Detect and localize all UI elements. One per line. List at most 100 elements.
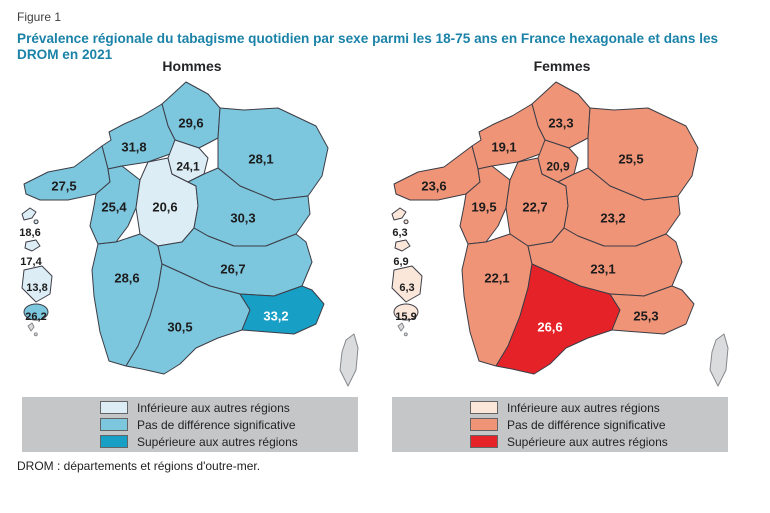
- region-value-nor: 31,8: [121, 140, 146, 155]
- region-value-gua: 18,6: [19, 227, 40, 239]
- legend-swatch-higher: [100, 435, 128, 448]
- legend-item-nodiff: Pas de différence significative: [470, 418, 728, 432]
- region-value-bre: 23,6: [421, 179, 446, 194]
- region-ge: [587, 107, 699, 201]
- region-value-guy: 6,3: [399, 282, 414, 294]
- figure-label: Figure 1: [17, 10, 62, 24]
- legend-femmes: Inférieure aux autres régions Pas de dif…: [392, 397, 728, 452]
- region-shape-paca: [609, 285, 695, 335]
- region-shape-may: [33, 332, 38, 337]
- legend-label-nodiff: Pas de différence significative: [137, 417, 296, 432]
- region-shape-may: [27, 322, 35, 332]
- region-gua: [21, 207, 39, 225]
- legend-label-lower: Inférieure aux autres régions: [507, 400, 660, 415]
- region-value-ara: 23,1: [590, 262, 615, 277]
- region-value-pdl: 25,4: [101, 200, 127, 215]
- region-gua: [391, 207, 409, 225]
- map-title-femmes: Femmes: [533, 58, 591, 74]
- legend-swatch-lower: [470, 401, 498, 414]
- region-shape-mtq: [24, 239, 41, 252]
- region-shape-guy: [21, 265, 53, 303]
- legend-item-lower: Inférieure aux autres régions: [100, 401, 358, 415]
- region-shape-mtq: [394, 239, 411, 252]
- region-value-reu: 15,9: [395, 311, 416, 323]
- region-value-gua: 6,3: [392, 227, 407, 239]
- region-value-pdl: 19,5: [471, 200, 496, 215]
- region-shape-may: [397, 322, 405, 332]
- choropleth-map-femmes: 23,3 25,5 19,1 23,6 19,5 22,7 20,9 23,2 22,1 23,1…: [391, 81, 729, 387]
- region-value-ara: 26,7: [220, 262, 245, 277]
- legend-swatch-lower: [100, 401, 128, 414]
- region-value-mtq: 17,4: [20, 256, 42, 268]
- region-shape-gua: [21, 207, 37, 221]
- legend-item-higher: Supérieure aux autres régions: [100, 435, 358, 449]
- region-value-bre: 27,5: [51, 179, 76, 194]
- legend-swatch-nodiff: [470, 418, 498, 431]
- region-value-ge: 25,5: [618, 152, 643, 167]
- region-value-naq: 28,6: [114, 271, 139, 286]
- figure-footnote: DROM : départements et régions d'outre-m…: [17, 459, 261, 473]
- region-value-hdf: 23,3: [548, 116, 573, 131]
- region-reu: [393, 303, 419, 321]
- legend-item-nodiff: Pas de différence significative: [100, 418, 358, 432]
- region-shape-gua: [403, 219, 409, 225]
- region-shape-ge: [217, 107, 329, 201]
- legend-swatch-nodiff: [100, 418, 128, 431]
- choropleth-map-hommes: 29,6 28,1 31,8 27,5 25,4 20,6 24,1 30,3 28,6 26,7…: [19, 81, 359, 387]
- region-value-guy: 13,8: [26, 282, 47, 294]
- region-shape-paca: [239, 285, 325, 335]
- region-value-paca: 25,3: [633, 309, 658, 324]
- region-shape-occ: [495, 263, 621, 375]
- region-value-reu: 26,2: [25, 311, 46, 323]
- region-shape-occ: [125, 263, 251, 375]
- region-may: [397, 322, 408, 337]
- legend-item-lower: Inférieure aux autres régions: [470, 401, 728, 415]
- region-value-occ: 26,6: [537, 320, 562, 335]
- region-value-paca: 33,2: [263, 309, 288, 324]
- legend-label-higher: Supérieure aux autres régions: [137, 434, 298, 449]
- region-corse: [709, 333, 729, 387]
- region-reu: [23, 303, 49, 321]
- region-value-ge: 28,1: [248, 152, 273, 167]
- region-ge: [217, 107, 329, 201]
- legend-label-lower: Inférieure aux autres régions: [137, 400, 290, 415]
- figure-title: Prévalence régionale du tabagisme quotid…: [17, 31, 719, 63]
- legend-label-higher: Supérieure aux autres régions: [507, 434, 668, 449]
- region-shape-corse: [339, 333, 359, 387]
- region-mtq: [394, 239, 411, 252]
- region-corse: [339, 333, 359, 387]
- region-shape-reu: [23, 303, 49, 321]
- region-mtq: [24, 239, 41, 252]
- region-guy: [21, 265, 53, 303]
- region-may: [27, 322, 38, 337]
- region-occ: [495, 263, 621, 375]
- region-shape-may: [403, 332, 408, 337]
- region-shape-ge: [587, 107, 699, 201]
- region-value-bfc: 30,3: [230, 211, 255, 226]
- region-value-nor: 19,1: [491, 140, 516, 155]
- region-value-bfc: 23,2: [600, 211, 625, 226]
- region-shape-gua: [391, 207, 407, 221]
- region-value-idf: 24,1: [176, 159, 200, 173]
- region-guy: [391, 265, 423, 303]
- region-value-cvl: 20,6: [152, 200, 177, 215]
- region-shape-gua: [33, 219, 39, 225]
- region-value-idf: 20,9: [546, 159, 570, 173]
- region-paca: [609, 285, 695, 335]
- region-shape-reu: [393, 303, 419, 321]
- legend-swatch-higher: [470, 435, 498, 448]
- legend-item-higher: Supérieure aux autres régions: [470, 435, 728, 449]
- map-title-hommes: Hommes: [162, 58, 222, 74]
- region-shape-corse: [709, 333, 729, 387]
- region-value-naq: 22,1: [484, 271, 509, 286]
- region-value-hdf: 29,6: [178, 116, 203, 131]
- region-paca: [239, 285, 325, 335]
- region-occ: [125, 263, 251, 375]
- legend-label-nodiff: Pas de différence significative: [507, 417, 666, 432]
- legend-hommes: Inférieure aux autres régions Pas de dif…: [22, 397, 358, 452]
- region-value-occ: 30,5: [167, 320, 192, 335]
- region-value-mtq: 6,9: [393, 256, 408, 268]
- region-shape-guy: [391, 265, 423, 303]
- region-value-cvl: 22,7: [522, 200, 547, 215]
